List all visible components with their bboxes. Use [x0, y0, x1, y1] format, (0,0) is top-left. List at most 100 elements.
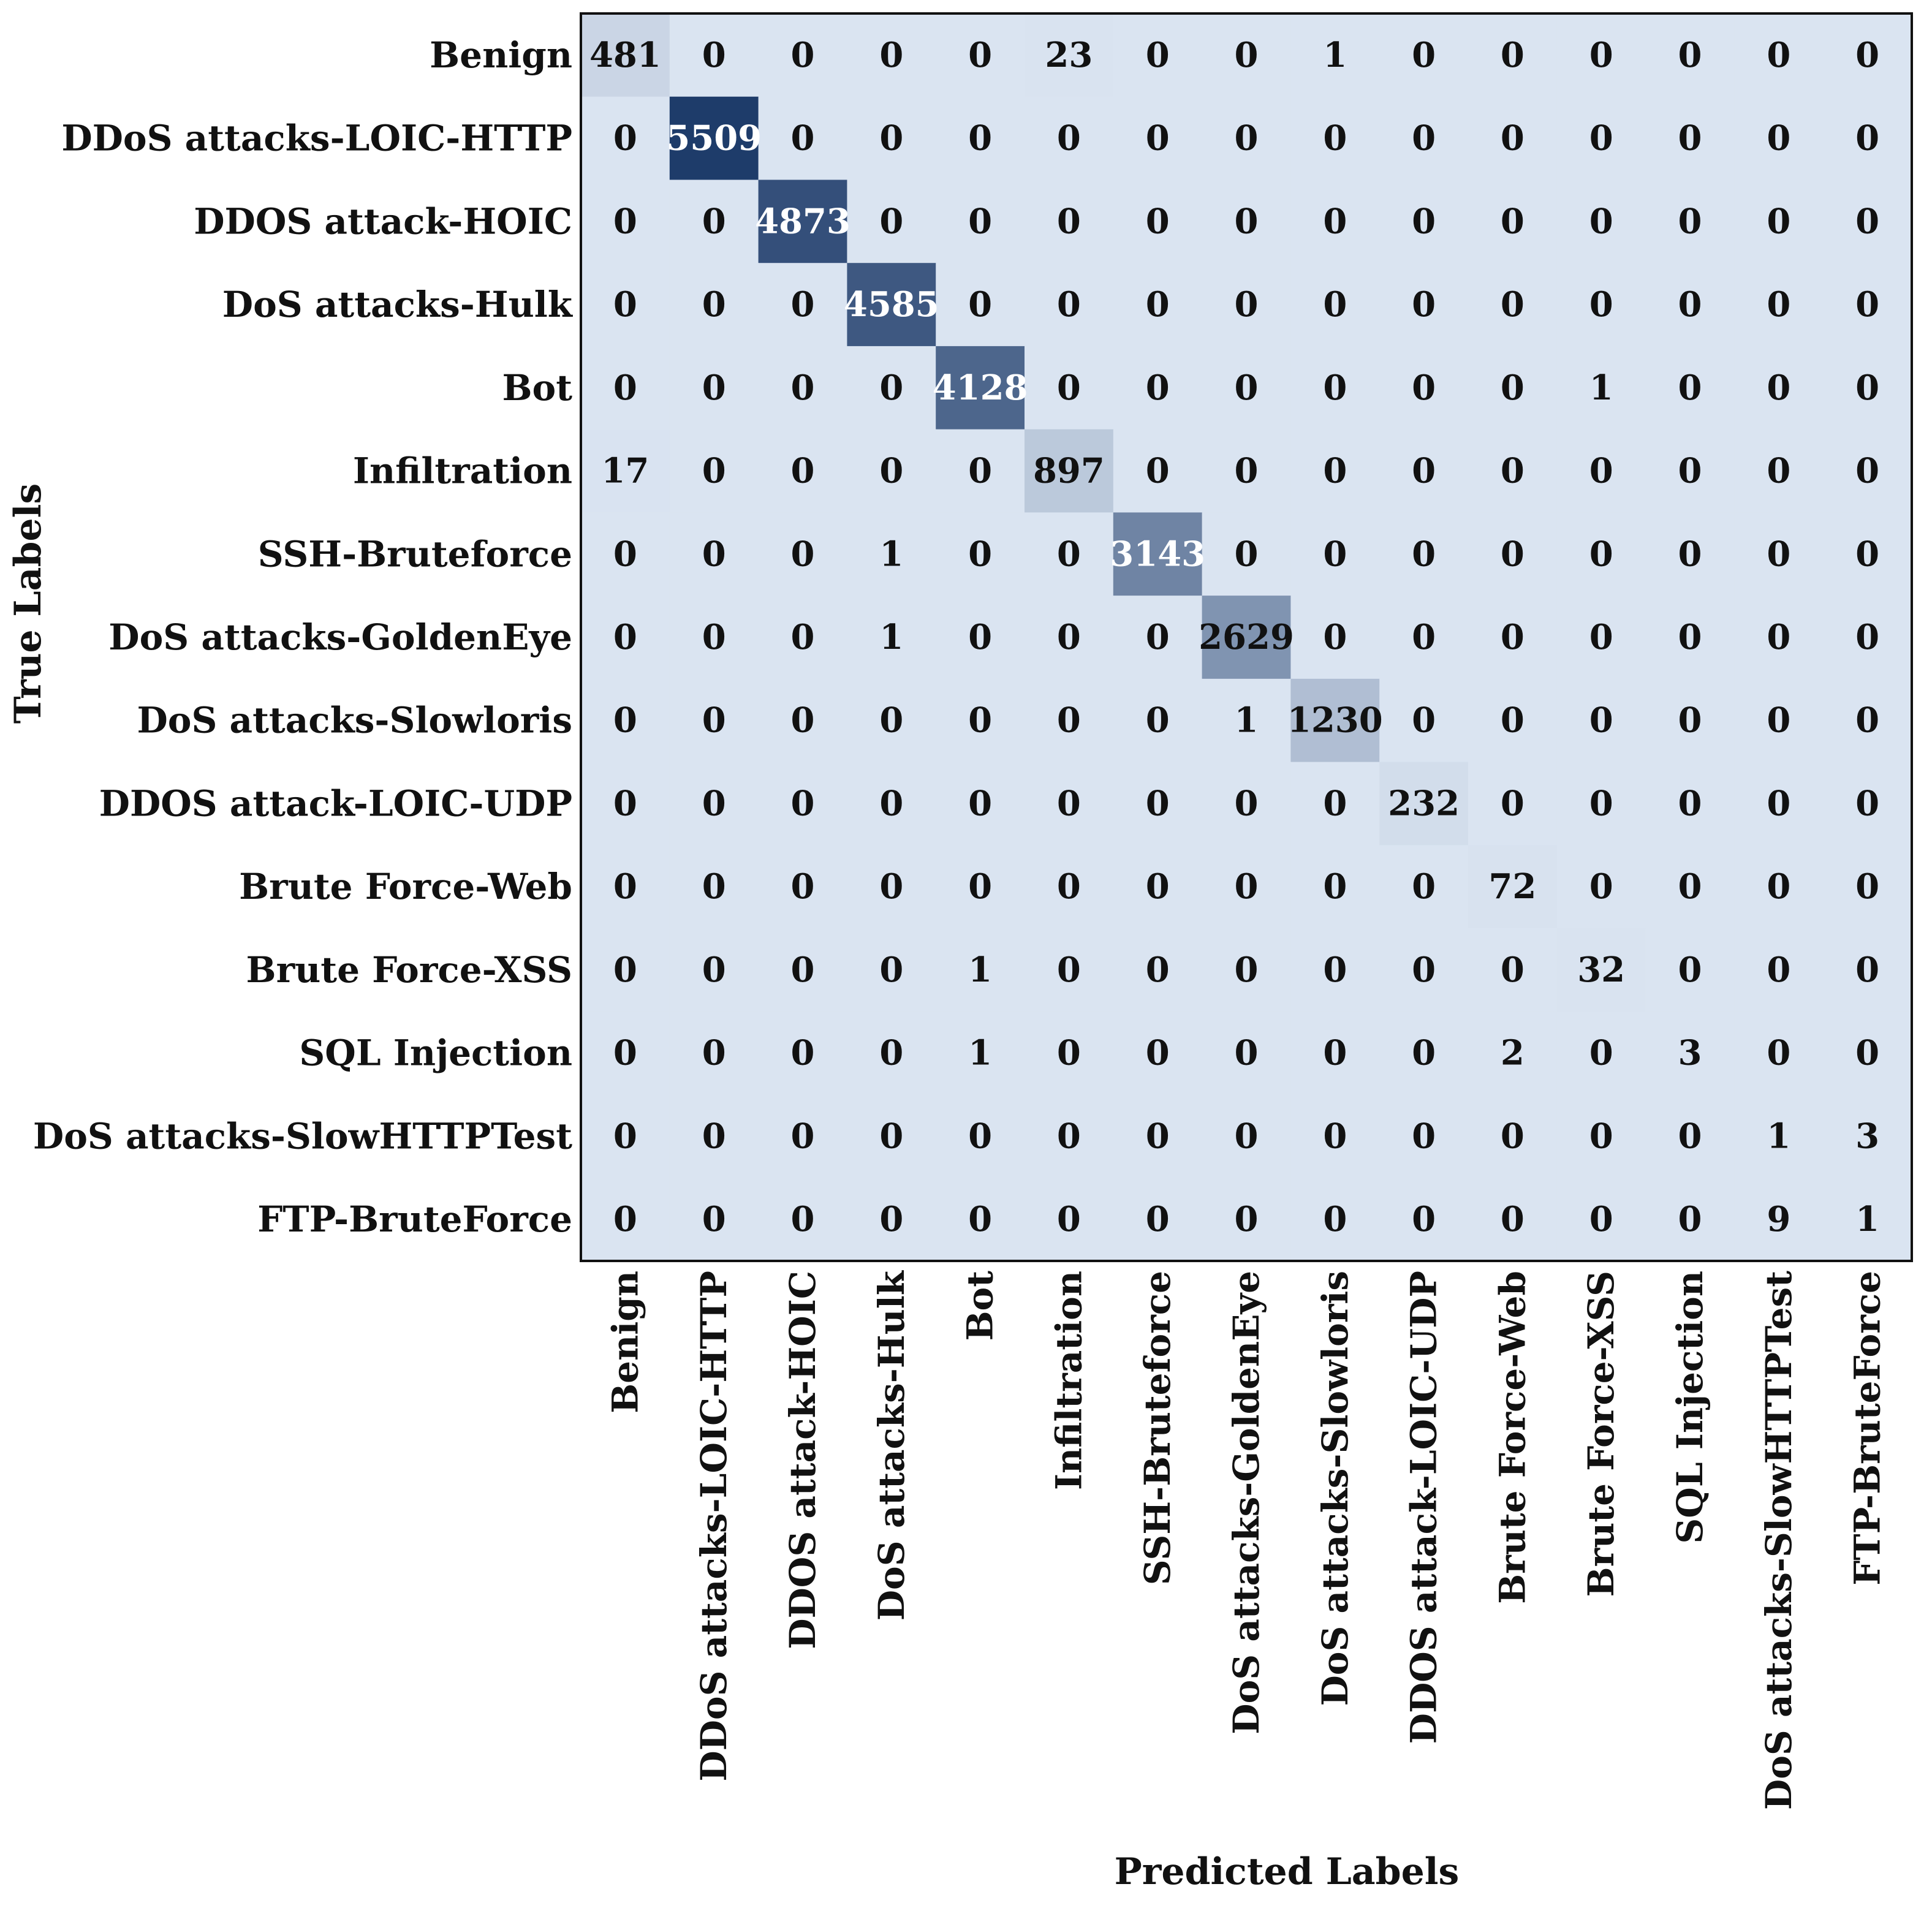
heatmap-cell-r13-c11 — [1556, 1094, 1646, 1178]
cell-value-r4-c4: 4128 — [933, 368, 1028, 408]
heatmap-cell-r14-c2 — [758, 1178, 847, 1262]
cell-value-r9-c4: 0 — [968, 783, 992, 823]
heatmap-cell-r13-c14 — [1823, 1094, 1912, 1178]
cell-value-r8-c7: 1 — [1235, 700, 1259, 741]
cell-value-r5-c10: 0 — [1501, 451, 1525, 491]
cell-value-r8-c3: 0 — [879, 700, 903, 741]
col-label-ssh-bruteforce: SSH-Bruteforce — [1137, 1271, 1178, 1585]
cell-value-r0-c12: 0 — [1678, 35, 1702, 75]
heatmap-cell-r7-c6 — [1113, 596, 1203, 679]
y-axis-title: True Labels — [7, 483, 50, 724]
heatmap-cell-r2-c1 — [669, 180, 759, 263]
heatmap-cell-r2-c8 — [1290, 180, 1380, 263]
cell-value-r0-c3: 0 — [879, 35, 903, 75]
cell-value-r7-c8: 0 — [1323, 617, 1347, 657]
cell-value-r11-c6: 0 — [1146, 950, 1170, 990]
row-label-infiltration: Infiltration — [353, 450, 572, 492]
cell-value-r2-c11: 0 — [1589, 201, 1613, 241]
heatmap-cell-r3-c3 — [847, 263, 936, 347]
cell-value-r5-c0: 17 — [601, 451, 649, 491]
heatmap-cell-r0-c1 — [669, 13, 759, 97]
cell-value-r1-c10: 0 — [1501, 118, 1525, 159]
cell-value-r3-c14: 0 — [1855, 284, 1879, 325]
col-label-ddos-attack-hoic: DDOS attack-HOIC — [782, 1271, 824, 1649]
heatmap-cell-r8-c12 — [1645, 678, 1735, 763]
heatmap-cell-r2-c6 — [1113, 180, 1203, 263]
cell-value-r1-c13: 0 — [1767, 118, 1790, 159]
heatmap-cell-r11-c11 — [1556, 928, 1646, 1012]
heatmap-cell-r9-c8 — [1290, 762, 1380, 846]
cell-value-r12-c2: 0 — [791, 1033, 815, 1073]
heatmap-cell-r8-c1 — [669, 678, 759, 763]
cell-value-r12-c3: 0 — [879, 1033, 903, 1073]
heatmap-cell-r12-c10 — [1468, 1011, 1558, 1096]
row-label-brute-force-web: Brute Force-Web — [239, 866, 572, 907]
cell-value-r1-c14: 0 — [1855, 118, 1879, 159]
row-label-ddos-attack-hoic: DDOS attack-HOIC — [194, 200, 572, 242]
heatmap-cell-r6-c6 — [1113, 512, 1203, 596]
heatmap-cell-r7-c13 — [1734, 596, 1824, 679]
heatmap-cell-r8-c8 — [1290, 678, 1380, 763]
heatmap-cell-r3-c8 — [1290, 263, 1380, 347]
cell-value-r5-c14: 0 — [1855, 451, 1879, 491]
heatmap-cell-r1-c1 — [669, 96, 759, 181]
x-axis-title: Predicted Labels — [1115, 1850, 1460, 1893]
col-label-sql-injection: SQL Injection — [1669, 1271, 1711, 1544]
cell-value-r13-c1: 0 — [702, 1116, 726, 1156]
cell-value-r13-c2: 0 — [791, 1116, 815, 1156]
cell-value-r6-c2: 0 — [791, 534, 815, 574]
heatmap-cell-r9-c10 — [1468, 762, 1558, 846]
heatmap-cell-r1-c0 — [581, 96, 670, 181]
heatmap-cell-r3-c2 — [758, 263, 847, 347]
heatmap-cell-r11-c7 — [1202, 928, 1291, 1012]
cell-value-r13-c0: 0 — [613, 1116, 637, 1156]
cell-value-r14-c3: 0 — [879, 1199, 903, 1239]
cell-value-r0-c5: 23 — [1045, 35, 1093, 75]
heatmap-cell-r11-c14 — [1823, 928, 1912, 1012]
cell-value-r6-c3: 1 — [879, 534, 903, 574]
heatmap-cell-r5-c12 — [1645, 429, 1735, 513]
heatmap-cell-r9-c0 — [581, 762, 670, 846]
heatmap-cell-r8-c4 — [936, 678, 1025, 763]
cell-value-r5-c1: 0 — [702, 451, 726, 491]
cell-value-r14-c6: 0 — [1146, 1199, 1170, 1239]
cell-value-r1-c3: 0 — [879, 118, 903, 159]
cell-value-r14-c4: 0 — [968, 1199, 992, 1239]
cell-value-r3-c12: 0 — [1678, 284, 1702, 325]
heatmap-cell-r9-c4 — [936, 762, 1025, 846]
cell-value-r9-c13: 0 — [1767, 783, 1790, 823]
heatmap-cell-r0-c2 — [758, 13, 847, 97]
heatmap-cell-r3-c5 — [1025, 263, 1114, 347]
cell-value-r3-c10: 0 — [1501, 284, 1525, 325]
cell-value-r13-c6: 0 — [1146, 1116, 1170, 1156]
heatmap-cell-r0-c7 — [1202, 13, 1291, 97]
cell-value-r2-c14: 0 — [1855, 201, 1879, 241]
cell-value-r1-c6: 0 — [1146, 118, 1170, 159]
heatmap-cell-r5-c0 — [581, 429, 670, 513]
cell-value-r14-c8: 0 — [1323, 1199, 1347, 1239]
heatmap-cell-r3-c6 — [1113, 263, 1203, 347]
heatmap-cell-r5-c3 — [847, 429, 936, 513]
heatmap-cell-r3-c13 — [1734, 263, 1824, 347]
heatmap-cell-r4-c13 — [1734, 346, 1824, 430]
heatmap-cell-r13-c0 — [581, 1094, 670, 1178]
cell-value-r9-c3: 0 — [879, 783, 903, 823]
cell-value-r7-c12: 0 — [1678, 617, 1702, 657]
cell-value-r12-c10: 2 — [1501, 1033, 1525, 1073]
cell-value-r5-c4: 0 — [968, 451, 992, 491]
cell-value-r4-c6: 0 — [1146, 368, 1170, 408]
heatmap-cell-r10-c12 — [1645, 845, 1735, 929]
heatmap-cell-r8-c5 — [1025, 678, 1114, 763]
cell-value-r9-c5: 0 — [1057, 783, 1081, 823]
cell-value-r10-c7: 0 — [1235, 866, 1259, 907]
cell-value-r10-c5: 0 — [1057, 866, 1081, 907]
heatmap-cell-r7-c2 — [758, 596, 847, 679]
cell-value-r14-c13: 9 — [1767, 1199, 1790, 1239]
heatmap-cell-r4-c3 — [847, 346, 936, 430]
heatmap-cell-r4-c2 — [758, 346, 847, 430]
cell-value-r0-c13: 0 — [1767, 35, 1790, 75]
heatmap-cell-r12-c13 — [1734, 1011, 1824, 1096]
cell-value-r6-c8: 0 — [1323, 534, 1347, 574]
cell-value-r2-c1: 0 — [702, 201, 726, 241]
cell-value-r9-c7: 0 — [1235, 783, 1259, 823]
